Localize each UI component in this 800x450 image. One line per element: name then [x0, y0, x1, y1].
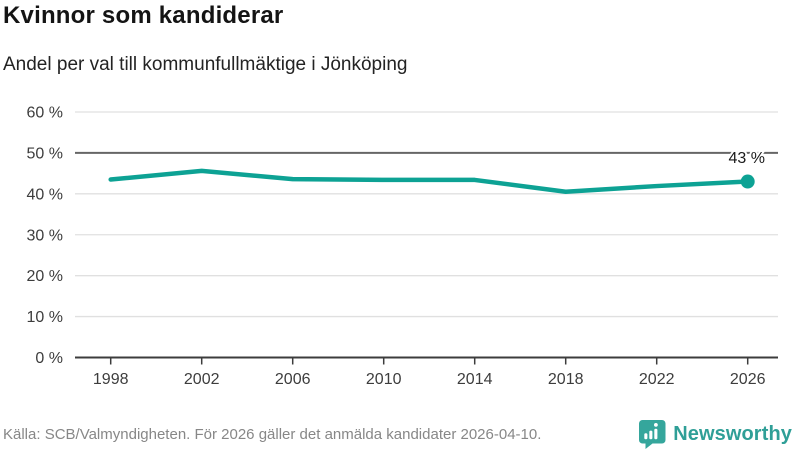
end-value-label: 43 % — [728, 150, 764, 167]
newsworthy-wordmark: Newsworthy — [673, 423, 792, 445]
series-line — [108, 168, 750, 195]
x-tick-label: 1998 — [93, 371, 129, 388]
chart-footer: Källa: SCB/Valmyndigheten. För 2026 gäll… — [3, 420, 792, 449]
y-tick-label: 50 % — [27, 145, 63, 162]
x-tick-label: 2018 — [548, 371, 584, 388]
end-point-marker — [740, 174, 755, 189]
source-note: Källa: SCB/Valmyndigheten. För 2026 gäll… — [3, 426, 542, 443]
y-tick-label: 0 % — [35, 350, 63, 367]
y-tick-label: 10 % — [27, 309, 63, 326]
chart-title: Kvinnor som kandiderar — [3, 2, 284, 29]
y-tick-label: 20 % — [27, 268, 63, 285]
y-tick-label: 40 % — [27, 186, 63, 203]
x-tick-label: 2014 — [457, 371, 493, 388]
chart-subtitle: Andel per val till kommunfullmäktige i J… — [3, 54, 408, 75]
y-tick-label: 30 % — [27, 227, 63, 244]
x-tick-label: 2006 — [275, 371, 311, 388]
x-tick-label: 2026 — [730, 371, 766, 388]
x-tick-label: 2002 — [184, 371, 220, 388]
newsworthy-logo-icon — [639, 420, 666, 449]
x-tick-label: 2010 — [366, 371, 402, 388]
newsworthy-logo[interactable]: Newsworthy — [639, 420, 792, 449]
x-tick-label: 2022 — [639, 371, 675, 388]
y-tick-label: 60 % — [27, 105, 63, 122]
